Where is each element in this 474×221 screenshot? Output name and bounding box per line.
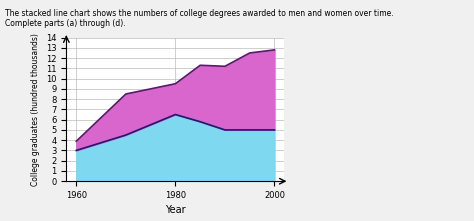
- Text: The stacked line chart shows the numbers of college degrees awarded to men and w: The stacked line chart shows the numbers…: [5, 9, 393, 28]
- Y-axis label: College graduates (hundred thousands): College graduates (hundred thousands): [31, 33, 40, 186]
- X-axis label: Year: Year: [165, 206, 186, 215]
